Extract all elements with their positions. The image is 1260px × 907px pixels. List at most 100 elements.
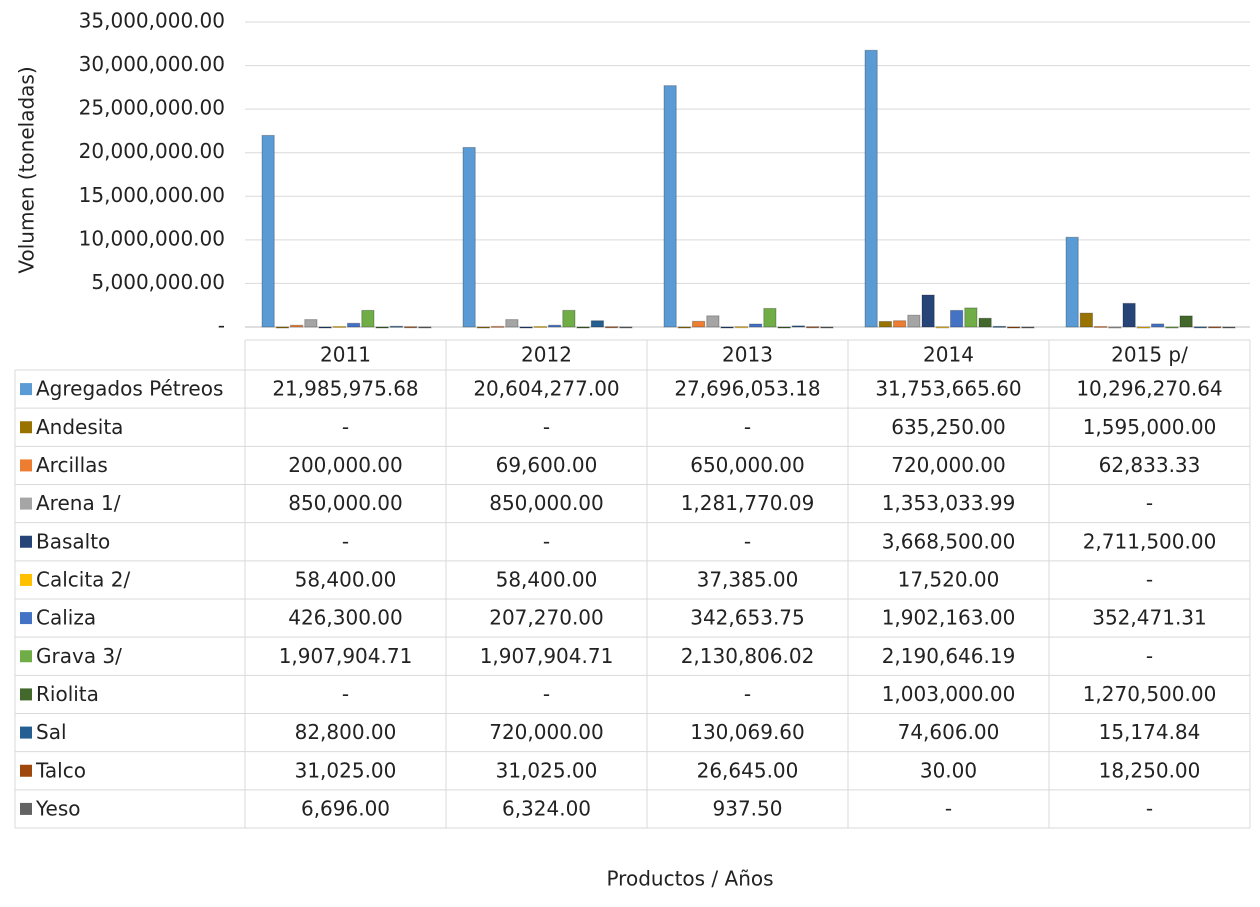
bar — [951, 310, 963, 327]
bar — [879, 321, 891, 327]
bar — [1223, 327, 1235, 328]
bar — [936, 327, 948, 328]
table-cell: 21,985,975.68 — [272, 377, 418, 401]
table-cell: 1,353,033.99 — [882, 491, 1016, 515]
bar — [821, 327, 833, 328]
table-cell: 1,003,000.00 — [882, 682, 1016, 706]
bar — [735, 327, 747, 328]
legend-label: Andesita — [36, 415, 123, 439]
table-cell: - — [342, 415, 349, 439]
table-cell: 31,025.00 — [295, 758, 397, 782]
table-cell: 62,833.33 — [1099, 453, 1201, 477]
table-cell: 720,000.00 — [489, 720, 604, 744]
x-tick-label: 2014 — [923, 343, 974, 367]
bar — [549, 325, 561, 327]
bar — [591, 321, 603, 327]
bar — [362, 310, 374, 327]
table-cell: 58,400.00 — [496, 567, 598, 591]
y-tick-label: 35,000,000.00 — [79, 9, 225, 33]
y-tick-label: 20,000,000.00 — [79, 139, 225, 163]
table-cell: 10,296,270.64 — [1076, 377, 1222, 401]
legend-label: Yeso — [35, 796, 81, 820]
bar — [376, 327, 388, 328]
legend-swatch — [20, 803, 32, 815]
table-cell: - — [744, 415, 751, 439]
bar — [693, 321, 705, 327]
table-cell: - — [543, 682, 550, 706]
x-axis-title: Productos / Años — [606, 867, 773, 891]
bar — [348, 323, 360, 327]
bar — [463, 147, 475, 327]
table-cell: 30.00 — [920, 758, 977, 782]
table-cell: 720,000.00 — [891, 453, 1006, 477]
bar — [606, 327, 618, 328]
chart: Volumen (toneladas) Productos / Años -5,… — [0, 0, 1260, 903]
table-cell: 650,000.00 — [690, 453, 805, 477]
table-cell: 1,281,770.09 — [681, 491, 815, 515]
table-cell: - — [1146, 491, 1153, 515]
y-tick-label: - — [218, 314, 225, 338]
legend-swatch — [20, 536, 32, 548]
bar — [922, 295, 934, 327]
bar — [1066, 237, 1078, 327]
bar — [894, 321, 906, 327]
table-cell: - — [1146, 567, 1153, 591]
bar — [305, 320, 317, 327]
table-cell: 130,069.60 — [690, 720, 805, 744]
bar — [792, 326, 804, 327]
bar — [993, 326, 1005, 327]
table-cell: - — [342, 682, 349, 706]
bar — [1008, 327, 1020, 328]
legend-swatch — [20, 498, 32, 510]
background — [0, 0, 1260, 903]
bar — [333, 326, 345, 327]
table-cell: 207,270.00 — [489, 606, 604, 630]
table-cell: 58,400.00 — [295, 567, 397, 591]
table-cell: 15,174.84 — [1099, 720, 1201, 744]
bar — [778, 327, 790, 328]
bar — [965, 308, 977, 327]
table-cell: 1,595,000.00 — [1083, 415, 1217, 439]
bar — [908, 315, 920, 327]
bar — [577, 327, 589, 328]
bar — [750, 324, 762, 327]
bar — [807, 327, 819, 328]
table-cell: 74,606.00 — [898, 720, 1000, 744]
legend-swatch — [20, 383, 32, 395]
legend-swatch — [20, 688, 32, 700]
y-tick-label: 5,000,000.00 — [91, 270, 225, 294]
y-tick-label: 25,000,000.00 — [79, 96, 225, 120]
table-cell: 27,696,053.18 — [674, 377, 820, 401]
legend-swatch — [20, 727, 32, 739]
table-cell: - — [543, 415, 550, 439]
table-cell: - — [1146, 644, 1153, 668]
table-cell: 426,300.00 — [288, 606, 403, 630]
bar — [1022, 327, 1034, 328]
bar — [707, 316, 719, 327]
bar — [419, 327, 431, 328]
legend-swatch — [20, 765, 32, 777]
table-cell: - — [744, 682, 751, 706]
table-cell: - — [1146, 796, 1153, 820]
legend-label: Agregados Pétreos — [36, 377, 223, 401]
bar — [1209, 327, 1221, 328]
table-cell: 20,604,277.00 — [473, 377, 619, 401]
bar — [1095, 326, 1107, 327]
table-cell: 69,600.00 — [496, 453, 598, 477]
table-cell: - — [543, 529, 550, 553]
bar — [390, 326, 402, 327]
legend-swatch — [20, 421, 32, 433]
legend-swatch — [20, 650, 32, 662]
table-cell: 2,190,646.19 — [882, 644, 1016, 668]
table-cell: 2,711,500.00 — [1083, 529, 1217, 553]
bar — [1137, 327, 1149, 328]
table-cell: 635,250.00 — [891, 415, 1006, 439]
legend-swatch — [20, 459, 32, 471]
bar — [276, 327, 288, 328]
bar — [620, 327, 632, 328]
bar — [1080, 313, 1092, 327]
table-cell: - — [945, 796, 952, 820]
table-cell: 82,800.00 — [295, 720, 397, 744]
table-cell: 2,130,806.02 — [681, 644, 815, 668]
table-cell: 850,000.00 — [489, 491, 604, 515]
